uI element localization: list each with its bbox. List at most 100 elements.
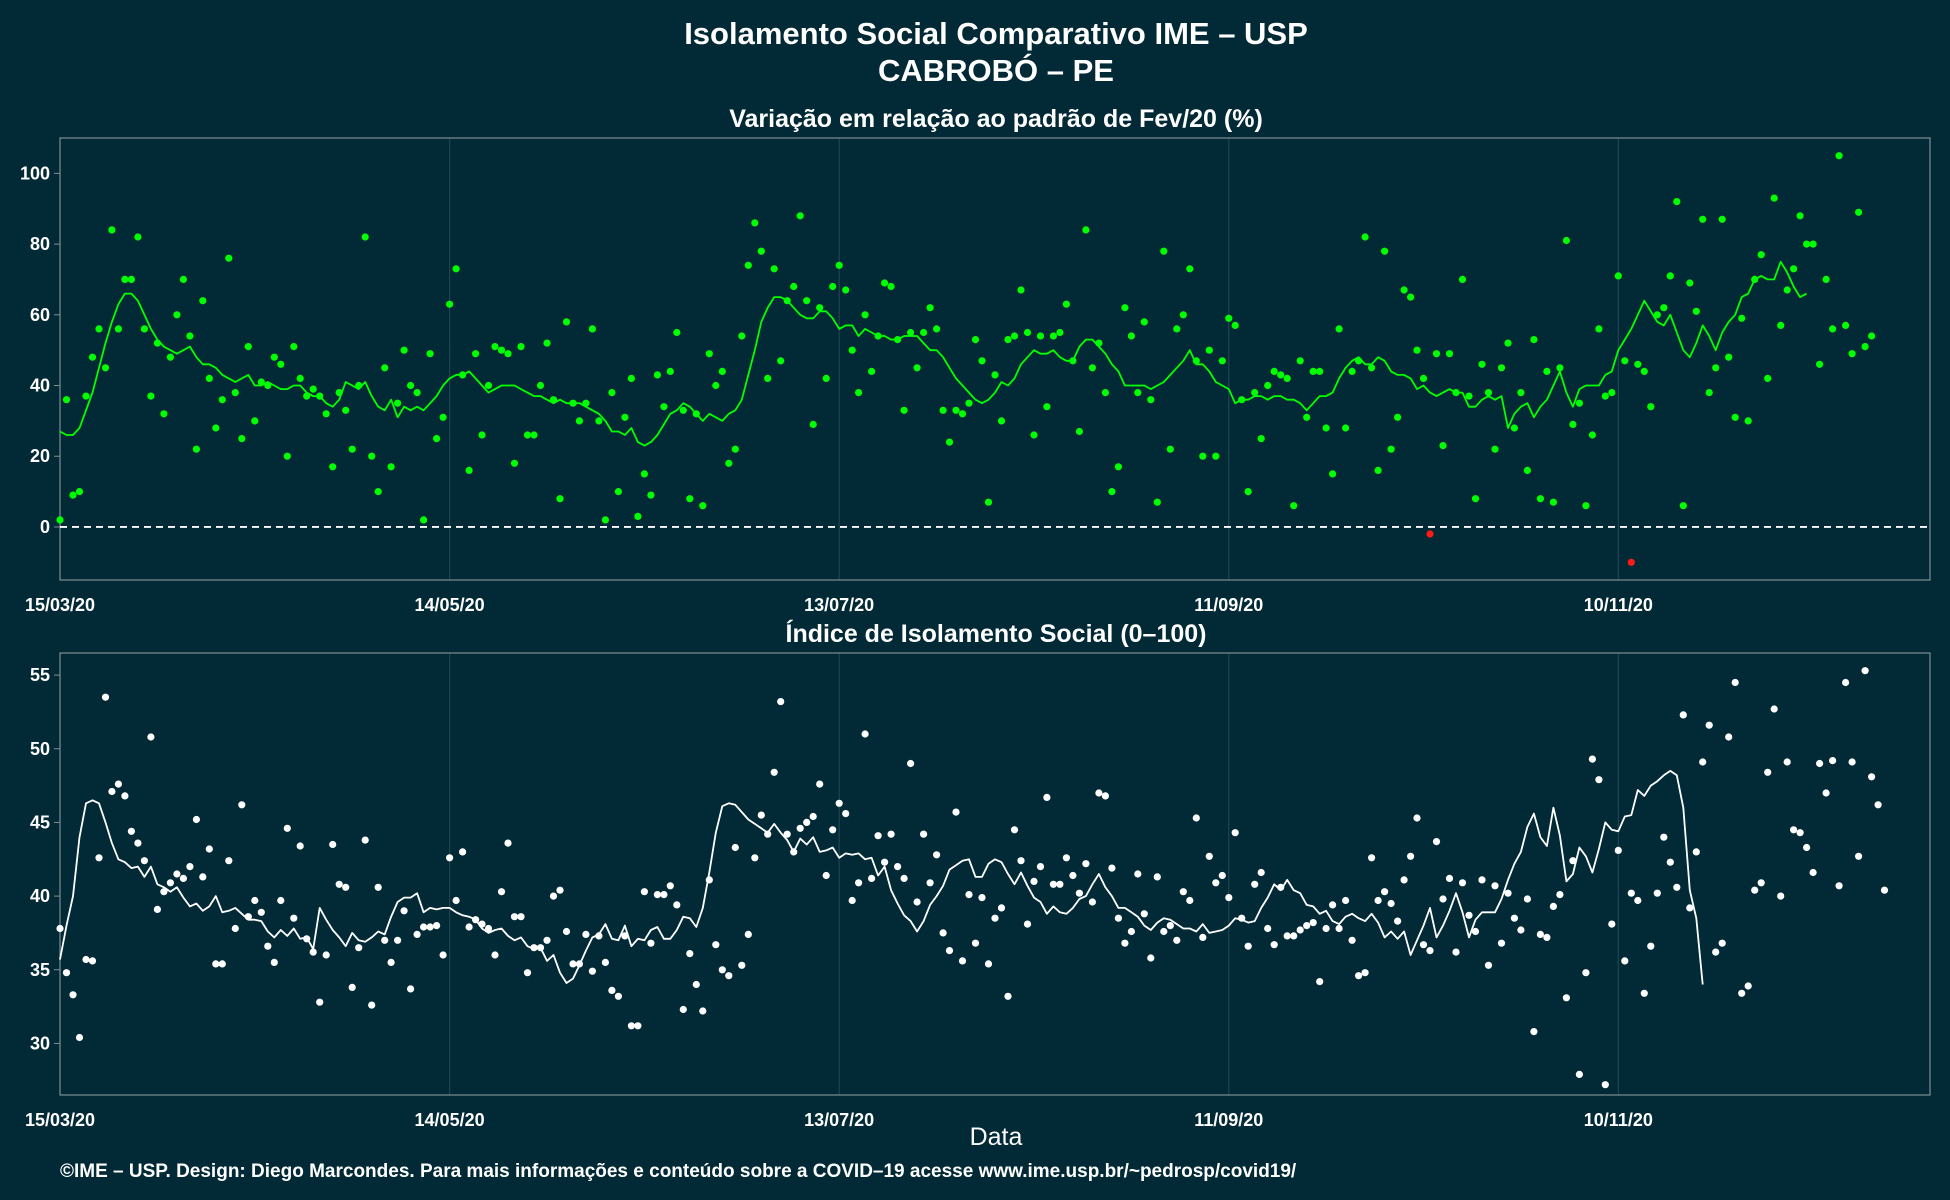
bottom-data-point [1744, 982, 1752, 990]
top-data-point [1504, 339, 1512, 347]
bottom-data-point [549, 892, 558, 900]
bottom-data-point [822, 871, 830, 880]
bottom-data-point [1569, 857, 1577, 865]
bottom-data-point [121, 792, 129, 800]
bottom-data-point [1445, 874, 1454, 883]
top-data-point [861, 311, 869, 319]
bottom-data-point [205, 845, 213, 853]
bottom-data-point [705, 876, 713, 884]
bottom-data-point [1355, 972, 1363, 980]
bottom-data-point [1342, 896, 1350, 905]
bottom-data-point [1192, 814, 1200, 822]
top-data-point [1842, 321, 1850, 329]
top-data-point [134, 233, 142, 241]
top-data-point [725, 459, 733, 467]
top-data-point [1205, 346, 1213, 354]
top-data-point [1458, 275, 1467, 283]
bottom-data-point [1179, 888, 1187, 896]
bottom-data-point [952, 808, 960, 816]
top-data-point [1036, 332, 1045, 340]
top-data-point [1251, 389, 1259, 397]
top-data-point [316, 392, 324, 400]
bottom-data-point [290, 914, 298, 922]
top-data-point [433, 435, 441, 443]
top-data-point [1673, 198, 1681, 206]
bottom-data-point [387, 958, 395, 967]
top-data-point [1640, 367, 1648, 375]
top-data-point [1147, 396, 1155, 404]
bottom-data-point [1114, 914, 1122, 922]
bottom-data-point [608, 986, 616, 995]
bottom-data-point [1140, 910, 1148, 918]
top-data-point [757, 247, 765, 255]
top-data-point [653, 371, 662, 379]
top-data-point [971, 336, 980, 344]
bottom-data-point [848, 896, 856, 905]
bottom-data-point [1153, 873, 1161, 881]
top-data-point [426, 350, 434, 358]
bottom-data-point [277, 896, 285, 905]
bottom-data-point [562, 927, 571, 936]
top-data-point [205, 374, 213, 382]
bottom-data-point [692, 980, 700, 989]
top-data-point [621, 413, 629, 421]
bottom-data-point [1530, 1028, 1538, 1036]
top-data-point [420, 516, 428, 524]
bottom-data-point [601, 958, 610, 967]
bottom-data-point [1627, 889, 1635, 897]
bottom-data-point [192, 815, 200, 824]
bottom-data-point [699, 1007, 707, 1015]
bottom-data-point [1855, 852, 1863, 860]
bottom-data-point [231, 924, 239, 933]
top-data-point [1751, 275, 1759, 283]
bottom-data-point [1861, 667, 1869, 675]
bottom-data-point [1549, 902, 1557, 911]
bottom-data-point [530, 944, 538, 952]
top-data-point [1225, 314, 1233, 322]
bottom-data-point [796, 824, 804, 832]
bottom-data-point [647, 939, 655, 947]
top-data-point [1757, 251, 1765, 259]
bottom-data-point [744, 930, 752, 939]
bottom-data-point [1127, 927, 1135, 936]
bottom-data-point [1277, 883, 1285, 891]
top-y-tick-label: 80 [30, 234, 50, 254]
bottom-data-point [484, 924, 493, 933]
bottom-data-point [1432, 838, 1441, 846]
top-data-point [900, 406, 908, 414]
bottom-data-point [1751, 886, 1759, 894]
bottom-data-point [731, 843, 739, 852]
bottom-data-point [673, 901, 681, 909]
top-data-point [1095, 339, 1103, 347]
bottom-data-point [1212, 879, 1220, 887]
top-data-point [1062, 300, 1070, 308]
top-data-point [588, 325, 597, 333]
top-data-point [1270, 367, 1278, 375]
top-data-point [303, 392, 311, 400]
top-data-point [1588, 431, 1596, 439]
bottom-x-tick-label: 15/03/20 [25, 1110, 95, 1130]
top-data-point [926, 304, 934, 312]
top-data-point [270, 353, 278, 361]
bottom-data-point [926, 879, 934, 887]
bottom-data-point [1257, 868, 1265, 877]
bottom-data-point [446, 854, 454, 862]
top-data-point [1569, 420, 1577, 428]
bottom-data-point [1108, 864, 1116, 872]
top-data-point [712, 381, 720, 390]
bottom-data-point [1588, 755, 1596, 763]
top-data-point [173, 311, 181, 319]
top-x-tick-label: 14/05/20 [415, 595, 485, 615]
bottom-data-point [1504, 889, 1512, 897]
bottom-data-point [1394, 917, 1402, 925]
top-data-point [1692, 307, 1700, 315]
top-data-point [1153, 498, 1161, 506]
top-data-point [575, 417, 584, 425]
top-data-point [153, 339, 161, 347]
top-data-point [355, 381, 363, 390]
top-data-point [1497, 364, 1506, 372]
top-data-point [1653, 311, 1661, 319]
top-data-point [277, 360, 285, 368]
bottom-data-point [751, 854, 759, 862]
bottom-data-point [1575, 1070, 1583, 1078]
